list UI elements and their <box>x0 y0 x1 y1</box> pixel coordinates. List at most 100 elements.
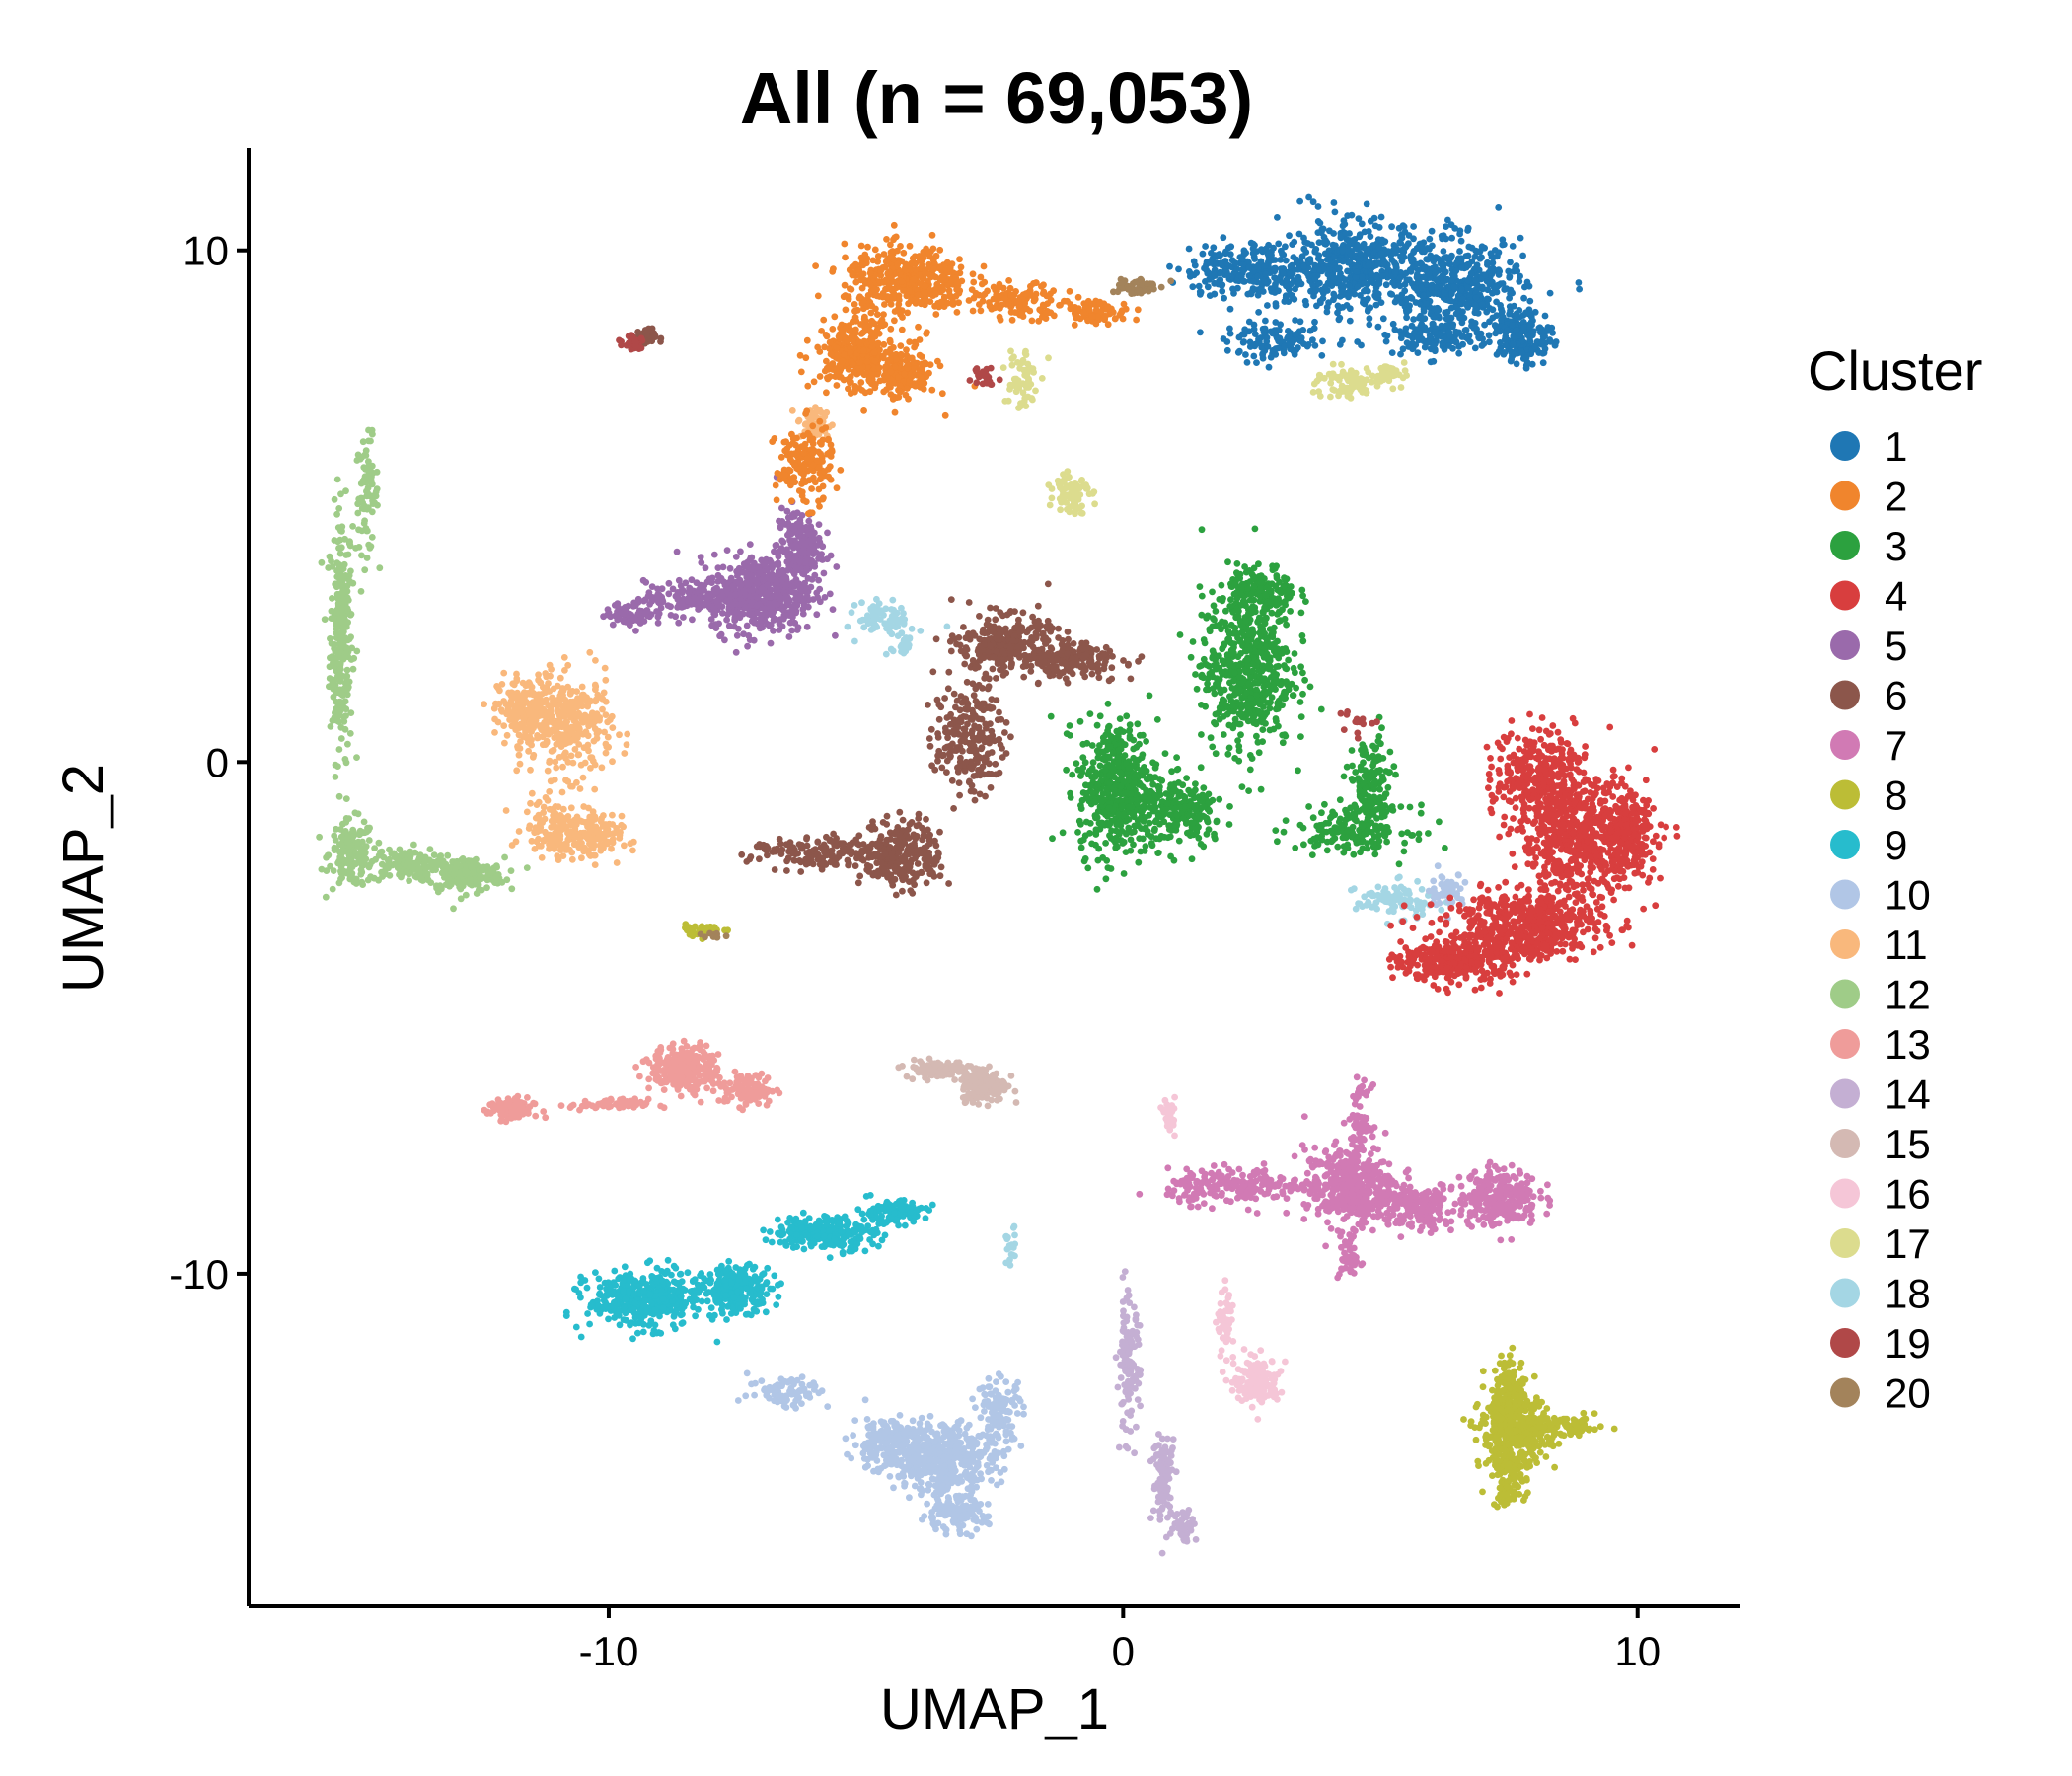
data-point <box>1476 248 1484 255</box>
data-point <box>426 846 434 853</box>
data-point <box>1047 296 1055 304</box>
data-point <box>578 697 585 703</box>
data-point <box>859 347 867 354</box>
data-point <box>1050 287 1057 295</box>
data-point <box>555 839 563 846</box>
data-point <box>912 265 920 273</box>
data-point <box>749 587 756 594</box>
data-point <box>1302 249 1310 256</box>
data-point <box>791 619 799 627</box>
data-point <box>920 385 927 393</box>
data-point <box>410 841 417 849</box>
data-point <box>581 711 589 719</box>
data-point <box>1282 294 1290 302</box>
data-point <box>825 365 833 373</box>
data-point <box>1391 268 1399 276</box>
data-point <box>341 725 349 733</box>
data-point <box>503 876 511 884</box>
data-point <box>365 458 372 466</box>
data-point <box>779 570 787 578</box>
data-point <box>343 666 351 674</box>
data-point <box>868 330 875 337</box>
data-point <box>801 550 809 556</box>
data-point <box>1464 284 1471 292</box>
data-point <box>798 488 806 496</box>
data-point <box>1254 263 1262 271</box>
data-point <box>790 525 798 533</box>
data-point <box>866 281 874 289</box>
data-point <box>731 591 739 599</box>
data-point <box>1464 227 1471 234</box>
data-point <box>1005 299 1012 307</box>
data-point <box>1495 249 1503 257</box>
data-point <box>1057 301 1064 309</box>
data-point <box>865 378 873 385</box>
data-point <box>1342 230 1350 238</box>
data-point <box>741 604 749 612</box>
data-point <box>339 868 347 876</box>
data-point <box>334 600 342 607</box>
data-point <box>1319 225 1327 233</box>
data-point <box>616 731 623 739</box>
data-point <box>618 812 626 820</box>
data-point <box>1186 269 1194 277</box>
data-point <box>375 839 383 847</box>
data-point <box>533 801 541 808</box>
data-point <box>396 846 404 853</box>
data-point <box>1254 272 1261 280</box>
data-point <box>333 629 340 637</box>
data-point <box>345 538 353 546</box>
data-point <box>1520 294 1527 302</box>
data-point <box>327 654 333 662</box>
data-point <box>1217 276 1224 284</box>
data-point <box>1306 256 1314 262</box>
data-point <box>411 849 419 856</box>
data-point <box>864 243 871 251</box>
data-point <box>833 484 841 492</box>
data-point <box>868 302 876 310</box>
data-point <box>1295 265 1301 273</box>
data-point <box>910 359 918 366</box>
data-point <box>477 875 484 883</box>
data-point <box>527 766 534 774</box>
data-point <box>740 569 748 576</box>
data-point <box>1423 300 1430 307</box>
data-point <box>1407 257 1415 263</box>
data-point <box>803 623 811 630</box>
data-point <box>498 681 506 688</box>
data-point <box>349 579 357 587</box>
data-point <box>1330 230 1337 237</box>
data-point <box>1389 279 1396 286</box>
data-point <box>977 273 985 281</box>
data-point <box>1331 293 1338 301</box>
data-point <box>339 848 347 855</box>
data-point <box>1229 285 1236 293</box>
data-point <box>365 426 372 434</box>
data-point <box>921 282 928 290</box>
data-point <box>367 477 375 484</box>
data-point <box>588 754 596 762</box>
data-point <box>938 390 946 398</box>
data-point <box>520 714 528 722</box>
data-point <box>1195 282 1203 290</box>
data-point <box>358 494 366 502</box>
data-point <box>903 261 911 269</box>
data-point <box>814 541 822 549</box>
data-point <box>480 863 487 871</box>
data-point <box>1071 321 1078 329</box>
data-point <box>836 334 843 342</box>
data-point <box>816 373 824 380</box>
data-point <box>808 485 815 492</box>
data-point <box>584 741 592 749</box>
data-point <box>1261 262 1269 269</box>
series-cluster-12 <box>316 426 531 913</box>
data-point <box>740 630 747 638</box>
data-point <box>484 870 492 878</box>
data-point <box>609 724 617 731</box>
data-point <box>1396 274 1404 281</box>
data-point <box>333 583 340 591</box>
data-point <box>512 726 520 733</box>
data-point <box>555 711 563 719</box>
data-point <box>688 576 696 584</box>
data-point <box>557 689 565 697</box>
